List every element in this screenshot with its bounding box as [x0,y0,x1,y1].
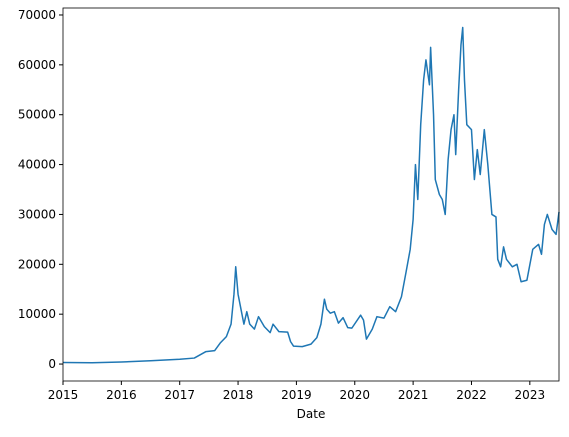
x-tick-label: 2021 [398,388,429,402]
x-tick-label: 2017 [164,388,195,402]
plot-frame [62,7,560,382]
x-tick-label: 2015 [48,388,79,402]
y-tick-label: 20000 [18,257,56,271]
y-tick-label: 70000 [18,8,56,22]
x-axis-label: Date [297,407,326,421]
x-tick-label: 2018 [223,388,254,402]
y-tick-label: 60000 [18,58,56,72]
y-tick-label: 10000 [18,307,56,321]
x-tick-label: 2020 [339,388,370,402]
x-tick-label: 2016 [106,388,137,402]
y-tick-label: 50000 [18,108,56,122]
x-tick-label: 2023 [515,388,546,402]
x-tick-label: 2022 [456,388,487,402]
x-tick-label: 2019 [281,388,312,402]
price-line [62,26,560,364]
y-tick-label: 30000 [18,207,56,221]
y-tick-label: 0 [48,357,56,371]
y-tick-label: 40000 [18,158,56,172]
